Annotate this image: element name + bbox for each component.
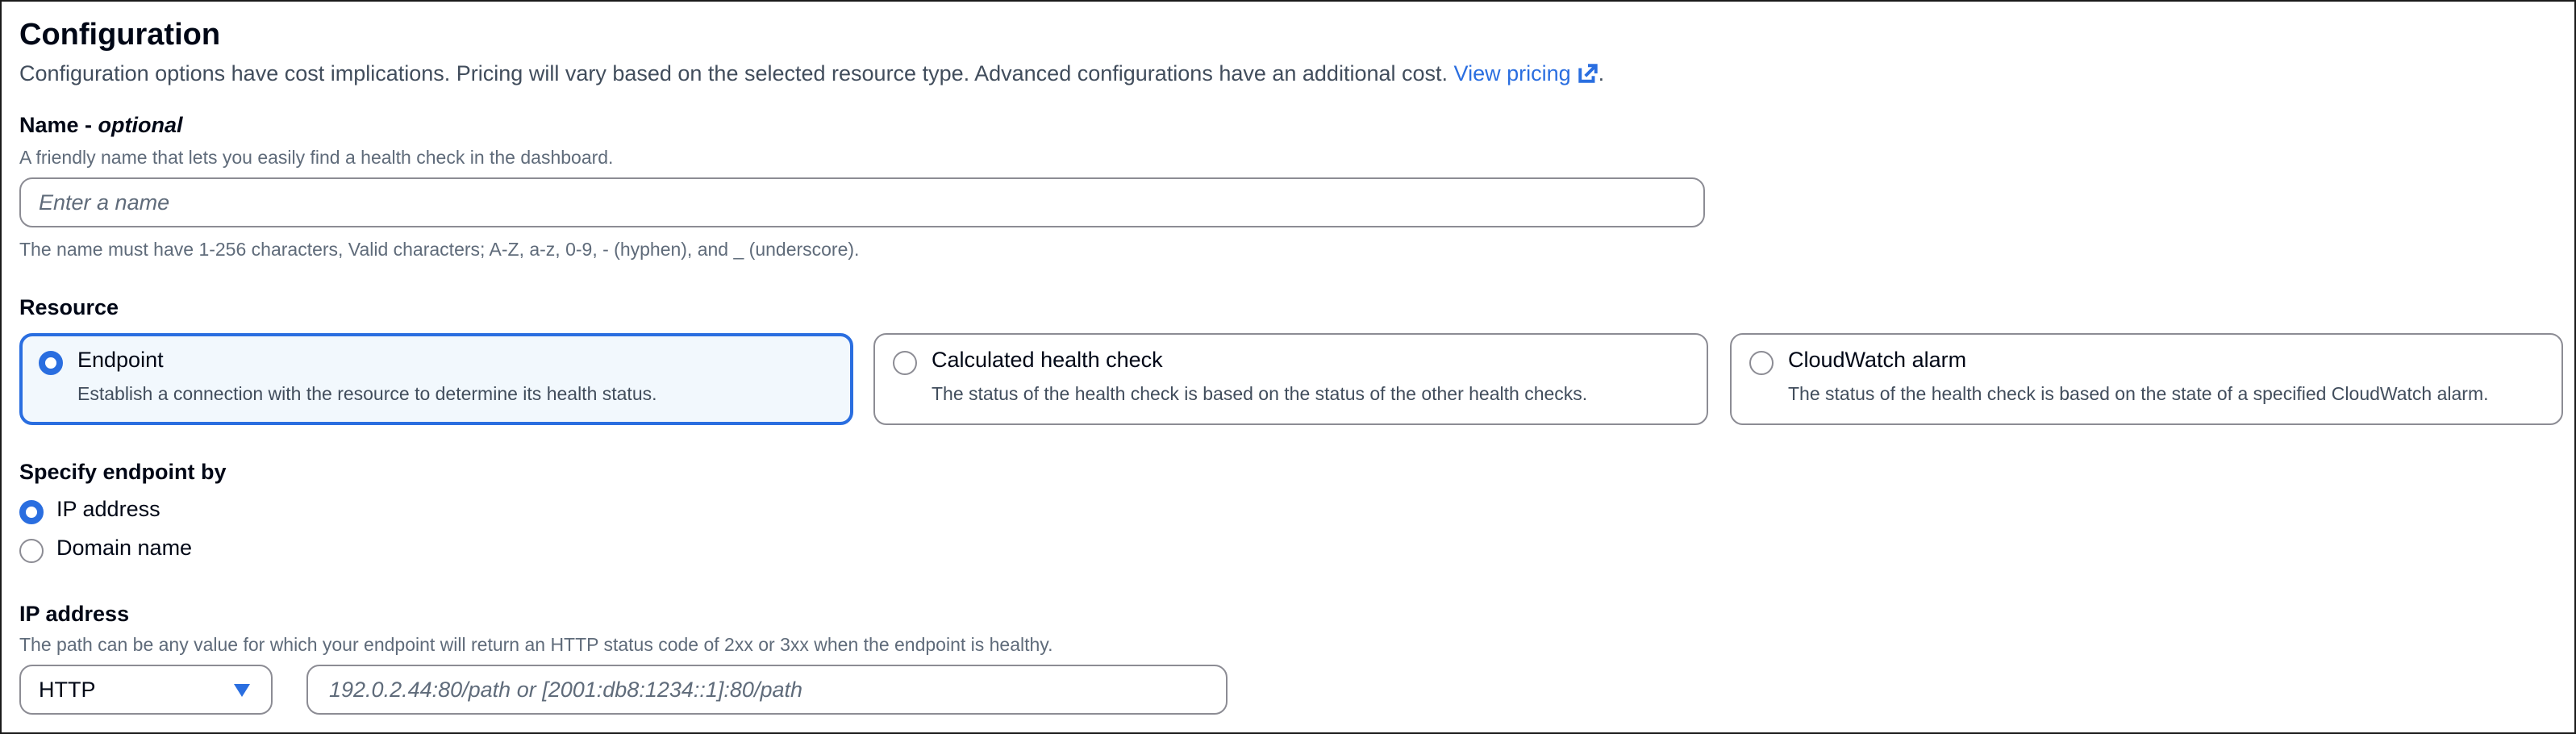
page-title: Configuration [19, 18, 221, 52]
option-description: The status of the health check is based … [932, 383, 1588, 404]
external-link-icon [1578, 64, 1598, 83]
ip-address-input[interactable]: 192.0.2.44:80/path or [2001:db8:1234::1]… [306, 665, 1228, 715]
name-description: A friendly name that lets you easily fin… [19, 147, 614, 168]
radio-domain-name[interactable] [19, 539, 44, 563]
view-pricing-link[interactable]: View pricing [1454, 61, 1599, 85]
name-label: Name - optional [19, 113, 183, 138]
option-description: Establish a connection with the resource… [77, 383, 657, 404]
name-constraint: The name must have 1-256 characters, Val… [19, 239, 860, 260]
radio-ip-address[interactable] [19, 500, 44, 524]
name-placeholder: Enter a name [39, 190, 170, 215]
description-text: Configuration options have cost implicat… [19, 61, 1448, 85]
name-input[interactable]: Enter a name [19, 177, 1705, 227]
domain-name-option-label[interactable]: Domain name [56, 536, 193, 560]
name-label-text: Name - [19, 113, 98, 137]
radio-unselected[interactable] [1749, 351, 1774, 375]
option-title: Endpoint [77, 348, 164, 372]
ip-address-option-label[interactable]: IP address [56, 497, 160, 521]
protocol-value: HTTP [39, 677, 96, 702]
resource-option-cloudwatch[interactable]: CloudWatch alarm The status of the healt… [1730, 333, 2563, 425]
radio-selected[interactable] [39, 351, 63, 375]
option-title: CloudWatch alarm [1788, 348, 1967, 372]
ip-address-description: The path can be any value for which your… [19, 634, 1053, 655]
optional-tag: optional [98, 113, 183, 137]
resource-option-calculated[interactable]: Calculated health check The status of th… [873, 333, 1708, 425]
ip-address-placeholder: 192.0.2.44:80/path or [2001:db8:1234::1]… [329, 677, 802, 702]
option-title: Calculated health check [932, 348, 1163, 372]
option-description: The status of the health check is based … [1788, 383, 2489, 404]
resource-label: Resource [19, 295, 119, 319]
period: . [1598, 61, 1605, 85]
view-pricing-label: View pricing [1453, 61, 1571, 85]
ip-address-label: IP address [19, 602, 130, 626]
config-description: Configuration options have cost implicat… [19, 61, 1604, 86]
specify-label: Specify endpoint by [19, 460, 227, 484]
protocol-select[interactable]: HTTP [19, 665, 273, 715]
caret-down-icon [234, 684, 250, 697]
resource-option-endpoint[interactable]: Endpoint Establish a connection with the… [19, 333, 853, 425]
radio-unselected[interactable] [893, 351, 917, 375]
